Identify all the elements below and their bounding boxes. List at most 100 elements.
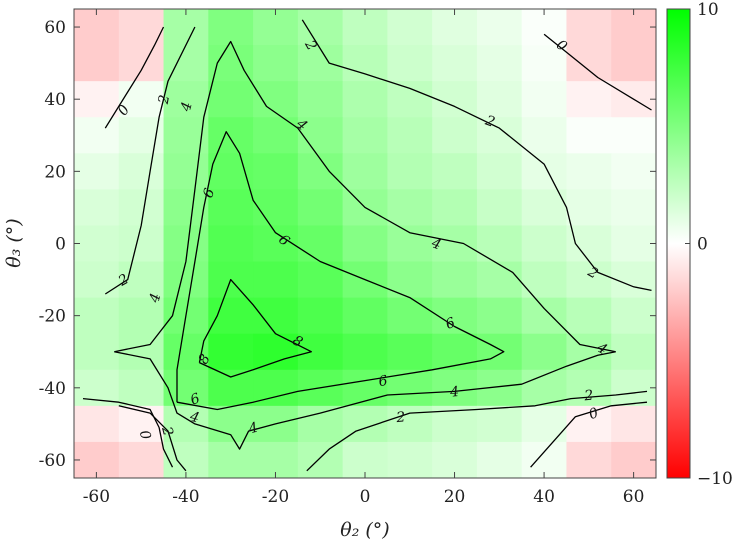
- heatmap-cell: [432, 333, 478, 371]
- heatmap-cell: [566, 153, 612, 190]
- heatmap-cell: [476, 81, 523, 118]
- heatmap-cell: [476, 297, 523, 335]
- heatmap-cell: [611, 189, 656, 227]
- heatmap-cell: [432, 441, 478, 478]
- heatmap-cell: [74, 189, 120, 227]
- heatmap-cell: [476, 117, 523, 154]
- heatmap-cell: [297, 405, 344, 443]
- heatmap-cell: [297, 225, 344, 263]
- heatmap-cell: [476, 333, 523, 371]
- contour-lines: [82, 19, 652, 472]
- heatmap-cell: [387, 153, 433, 190]
- heatmap-cell: [566, 189, 612, 227]
- heatmap-cell: [297, 189, 344, 227]
- heatmap-cell: [342, 441, 388, 478]
- contour-line-0: [104, 26, 165, 129]
- contour-label: 4: [246, 420, 260, 438]
- heatmap-cell: [74, 225, 120, 263]
- heatmap-cell: [521, 153, 568, 190]
- heatmap-cell: [74, 45, 120, 82]
- heatmap-cell: [342, 9, 388, 46]
- heatmap-cell: [521, 117, 568, 154]
- heatmap-cell: [521, 333, 568, 371]
- heatmap-cell: [74, 441, 120, 478]
- heatmap-cell: [476, 225, 523, 263]
- heatmap-cell: [208, 225, 254, 263]
- heatmap-cell: [566, 261, 612, 299]
- heatmap-cell: [342, 405, 388, 443]
- heatmap-cell: [118, 297, 165, 335]
- contour-line-2: [118, 405, 187, 472]
- heatmap-cell: [163, 369, 209, 407]
- heatmap-cell: [611, 117, 656, 154]
- contour-label: 0: [136, 429, 154, 442]
- contour-label: 4: [178, 100, 196, 114]
- heatmap-cell: [118, 153, 165, 190]
- contour-label: 6: [377, 373, 389, 390]
- heatmap-cell: [611, 153, 656, 190]
- heatmap-cell: [476, 45, 523, 82]
- heatmap-cell: [521, 45, 568, 82]
- heatmap-cell: [297, 441, 344, 478]
- y-tick-label: 40: [44, 90, 66, 110]
- heatmap-cell: [118, 333, 165, 371]
- contour-label: 2: [395, 409, 406, 426]
- heatmap-cell: [118, 117, 165, 154]
- heatmap-cell: [387, 189, 433, 227]
- heatmap-cell: [297, 45, 344, 82]
- heatmap-cell: [432, 153, 478, 190]
- heatmap-cell: [566, 81, 612, 118]
- x-tick-label: 0: [360, 487, 371, 507]
- heatmap-cell: [163, 441, 209, 478]
- x-tick-label: 60: [623, 487, 645, 507]
- heatmap-cell: [611, 405, 656, 443]
- heatmap-cell: [297, 261, 344, 299]
- colorbar-tick-label: 10: [697, 0, 719, 20]
- heatmap-cell: [611, 9, 656, 46]
- heatmap-cell: [208, 189, 254, 227]
- heatmap-cell: [342, 117, 388, 154]
- heatmap-cell: [118, 45, 165, 82]
- contour-line-2: [301, 19, 652, 292]
- heatmap-cell: [387, 9, 433, 46]
- heatmap-cell: [611, 441, 656, 478]
- heatmap-cell: [521, 81, 568, 118]
- heatmap-cell: [521, 441, 568, 478]
- heatmap-cell: [253, 45, 299, 82]
- heatmap-cell: [208, 45, 254, 82]
- svg-text:4: 4: [146, 291, 164, 305]
- contour-label: 2: [158, 424, 176, 438]
- heatmap-cell: [297, 81, 344, 118]
- heatmap-cell: [476, 261, 523, 299]
- contour-label: 2: [156, 94, 173, 107]
- x-tick-label: -60: [83, 487, 110, 507]
- contour-label: 2: [583, 388, 594, 405]
- heatmap-cell: [342, 333, 388, 371]
- heatmap-cell: [253, 333, 299, 371]
- heatmap-cell: [432, 117, 478, 154]
- heatmap-cell: [521, 297, 568, 335]
- heatmap-cell: [387, 261, 433, 299]
- x-tick-label: 40: [533, 487, 555, 507]
- heatmap-cell: [297, 117, 344, 154]
- heatmap-cell: [208, 297, 254, 335]
- heatmap-cell: [566, 45, 612, 82]
- heatmap-cell: [387, 405, 433, 443]
- y-axis-label: θ₃ (°): [3, 218, 25, 267]
- heatmap-cell: [432, 81, 478, 118]
- heatmap-cell: [74, 261, 120, 299]
- heatmap-cell: [163, 9, 209, 46]
- heatmap-cell: [208, 81, 254, 118]
- heatmap-cell: [74, 297, 120, 335]
- heatmap-cell: [432, 225, 478, 263]
- y-tick-label: -20: [39, 307, 66, 327]
- colorbar-tick-label: −10: [697, 469, 733, 489]
- contour-line-6: [176, 131, 505, 411]
- heatmap-cell: [432, 261, 478, 299]
- svg-text:6: 6: [377, 373, 389, 390]
- heatmap-cell: [208, 153, 254, 190]
- heatmap-cell: [297, 9, 344, 46]
- heatmap-cell: [74, 405, 120, 443]
- contour-line-2: [306, 390, 648, 472]
